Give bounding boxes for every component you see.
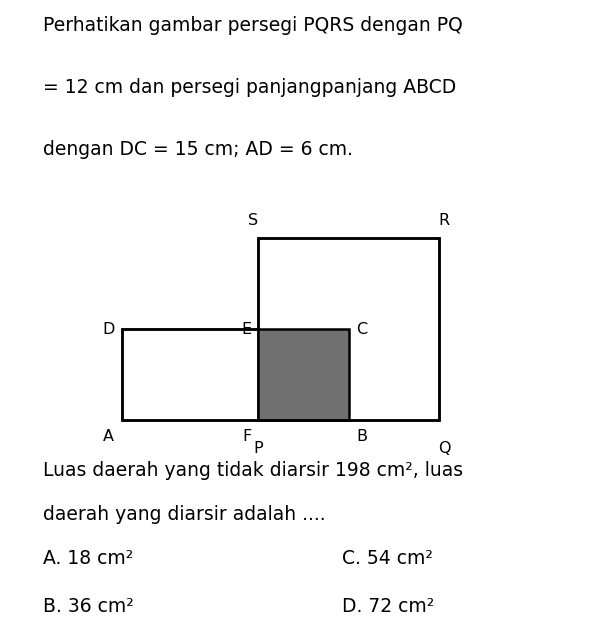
Text: B. 36 cm²: B. 36 cm² xyxy=(43,596,134,616)
Bar xyxy=(122,329,349,420)
Text: Luas daerah yang tidak diarsir 198 cm², luas: Luas daerah yang tidak diarsir 198 cm², … xyxy=(43,461,463,480)
Text: C. 54 cm²: C. 54 cm² xyxy=(342,549,432,568)
Text: dengan DC = 15 cm; AD = 6 cm.: dengan DC = 15 cm; AD = 6 cm. xyxy=(43,140,353,159)
Text: B: B xyxy=(356,429,367,444)
Text: A: A xyxy=(103,429,114,444)
Text: A. 18 cm²: A. 18 cm² xyxy=(43,549,133,568)
Text: Q: Q xyxy=(437,441,450,456)
Text: = 12 cm dan persegi panjangpanjang ABCD: = 12 cm dan persegi panjangpanjang ABCD xyxy=(43,78,456,97)
Text: C: C xyxy=(356,322,367,337)
Bar xyxy=(258,238,439,420)
Bar xyxy=(122,329,349,420)
Text: daerah yang diarsir adalah ....: daerah yang diarsir adalah .... xyxy=(43,505,325,524)
Text: R: R xyxy=(439,213,450,228)
Text: Perhatikan gambar persegi PQRS dengan PQ: Perhatikan gambar persegi PQRS dengan PQ xyxy=(43,16,462,35)
Bar xyxy=(258,329,349,420)
Bar xyxy=(258,238,439,420)
Text: D. 72 cm²: D. 72 cm² xyxy=(342,596,434,616)
Text: F: F xyxy=(243,429,252,444)
Text: E: E xyxy=(242,322,252,337)
Bar xyxy=(258,329,349,420)
Text: S: S xyxy=(248,213,259,228)
Text: P: P xyxy=(253,441,263,456)
Text: D: D xyxy=(102,322,114,337)
